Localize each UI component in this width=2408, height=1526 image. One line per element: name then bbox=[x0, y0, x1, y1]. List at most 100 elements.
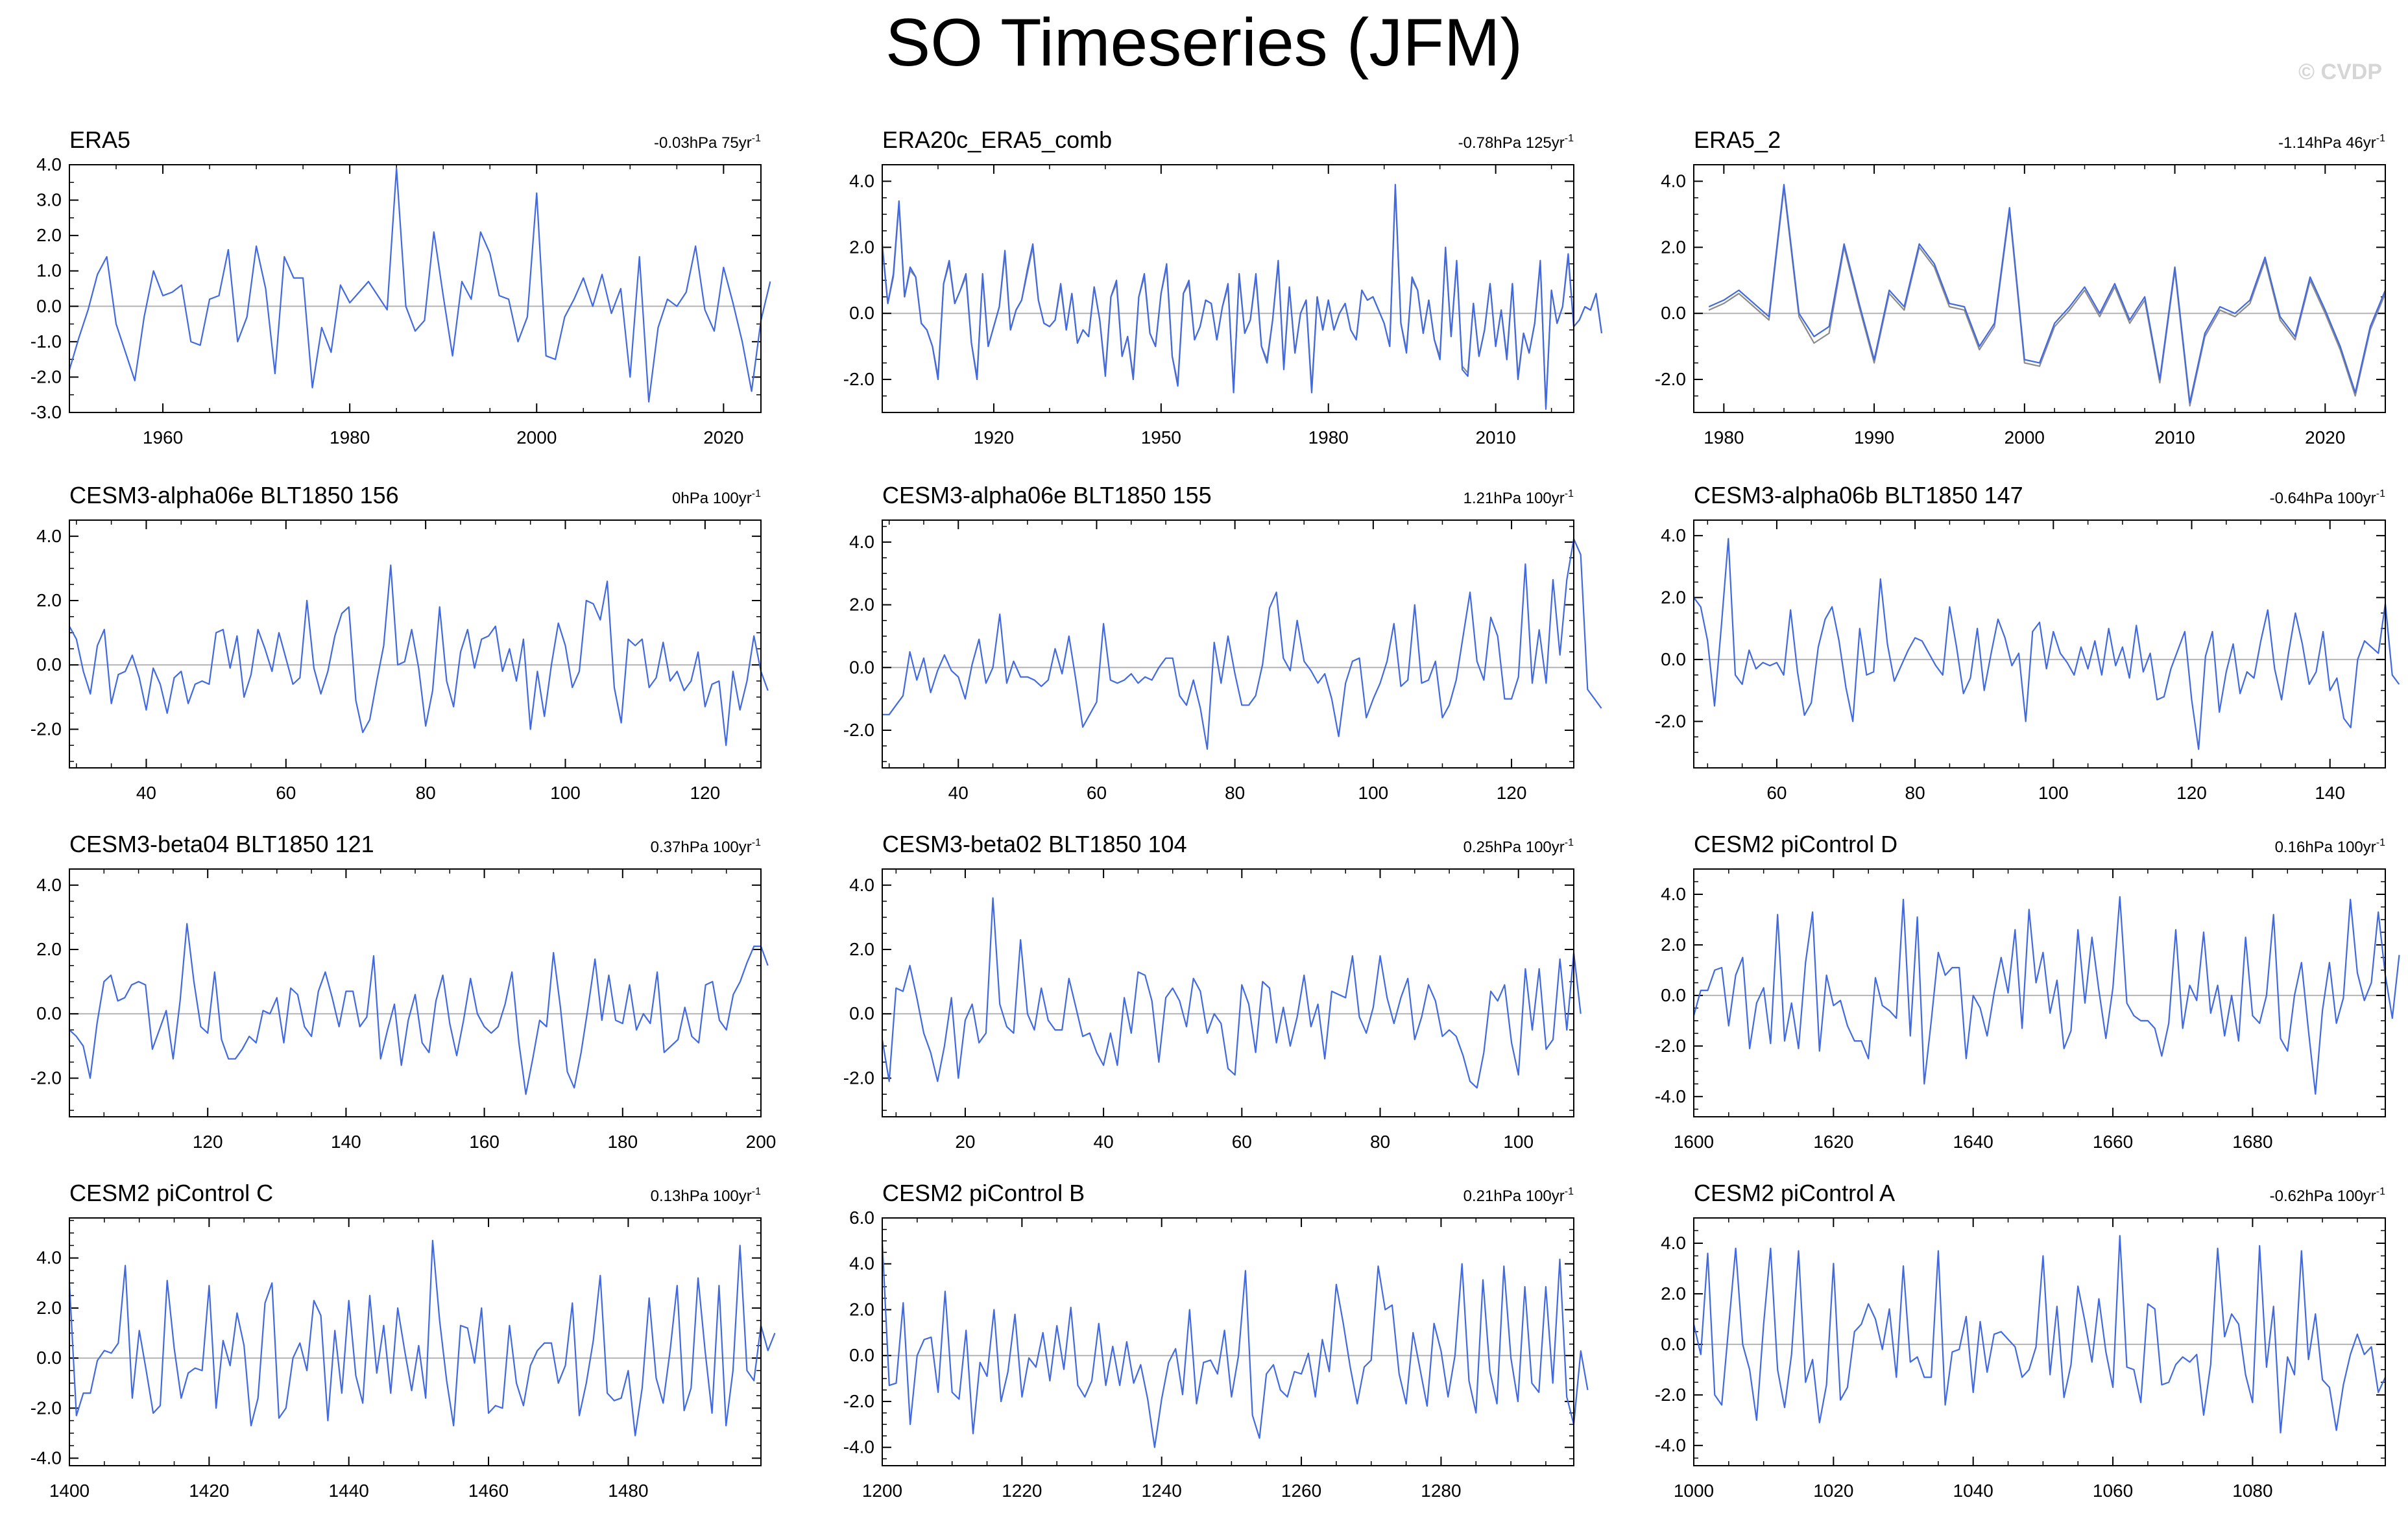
panel-title: ERA5 bbox=[69, 126, 130, 153]
panel-3: ERA5_2 -1.14hPa 46yr-1 1980 1990 2000 2010 202… bbox=[1655, 126, 2387, 447]
x-tick-label: 60 bbox=[1087, 783, 1107, 803]
y-tick-label: 0.0 bbox=[1661, 649, 1686, 669]
x-tick-label: 80 bbox=[1225, 783, 1245, 803]
plot-frame bbox=[1693, 868, 2386, 1117]
series-line bbox=[68, 1239, 776, 1437]
y-tick-label: 0.0 bbox=[849, 1003, 874, 1023]
panel-title: CESM3-beta04 BLT1850 121 bbox=[69, 831, 374, 857]
y-tick-label: 4.0 bbox=[849, 875, 874, 895]
y-tick-label: 2.0 bbox=[1661, 935, 1686, 955]
x-tick-label: 140 bbox=[2315, 783, 2345, 803]
panel-title: CESM3-alpha06e BLT1850 156 bbox=[69, 482, 399, 508]
x-tick-label: 1420 bbox=[189, 1481, 229, 1501]
x-tick-label: 1440 bbox=[329, 1481, 369, 1501]
trend-label: -0.78hPa 125yr-1 bbox=[1458, 133, 1574, 152]
y-tick-label: -1.0 bbox=[30, 331, 62, 352]
y-tick-label: 1.0 bbox=[36, 261, 62, 281]
series-line bbox=[1692, 1235, 2386, 1434]
x-tick-label: 100 bbox=[1503, 1132, 1534, 1152]
panel-title: CESM3-beta02 BLT1850 104 bbox=[882, 831, 1187, 857]
y-tick-label: -2.0 bbox=[1655, 1036, 1686, 1056]
trend-label: 0.16hPa 100yr-1 bbox=[2275, 837, 2385, 856]
panel-6: CESM3-alpha06b BLT1850 147 -0.64hPa 100yr… bbox=[1655, 482, 2400, 803]
x-tick-label: 1400 bbox=[49, 1481, 90, 1501]
x-tick-label: 2020 bbox=[2305, 427, 2345, 447]
y-tick-label: -2.0 bbox=[843, 369, 874, 389]
panel-7: CESM3-beta04 BLT1850 121 0.37hPa 100yr-1 1… bbox=[30, 831, 777, 1152]
series-line bbox=[68, 167, 771, 403]
panel-4: CESM3-alpha06e BLT1850 156 0hPa 100yr-1 40… bbox=[30, 482, 769, 803]
x-tick-label: 1980 bbox=[1704, 427, 1744, 447]
x-tick-label: 40 bbox=[136, 783, 156, 803]
y-tick-label: 0.0 bbox=[1661, 303, 1686, 323]
x-tick-label: 1280 bbox=[1421, 1481, 1461, 1501]
trend-label: 0.37hPa 100yr-1 bbox=[651, 837, 761, 856]
x-tick-label: 1460 bbox=[468, 1481, 509, 1501]
y-tick-label: -2.0 bbox=[1655, 1385, 1686, 1405]
y-tick-label: -4.0 bbox=[1655, 1435, 1686, 1455]
x-tick-label: 1980 bbox=[1308, 427, 1349, 447]
plot-frame bbox=[882, 868, 1574, 1117]
y-tick-label: -2.0 bbox=[843, 1067, 874, 1088]
y-tick-label: -4.0 bbox=[30, 1448, 62, 1468]
series-line bbox=[1693, 538, 2400, 750]
plot-frame bbox=[1693, 519, 2386, 769]
y-tick-label: 4.0 bbox=[36, 154, 62, 174]
y-tick-label: 3.0 bbox=[36, 190, 62, 210]
x-tick-label: 100 bbox=[550, 783, 581, 803]
y-tick-label: 0.0 bbox=[36, 654, 62, 674]
y-tick-label: 4.0 bbox=[1661, 1233, 1686, 1253]
trend-label: 0.25hPa 100yr-1 bbox=[1463, 837, 1574, 856]
y-tick-label: 2.0 bbox=[1661, 237, 1686, 257]
y-tick-label: -2.0 bbox=[843, 1391, 874, 1411]
page-title: SO Timeseries (JFM) bbox=[885, 5, 1523, 80]
x-tick-label: 120 bbox=[2176, 783, 2207, 803]
y-tick-label: 4.0 bbox=[1661, 525, 1686, 545]
panel-5: CESM3-alpha06e BLT1850 155 1.21hPa 100yr-… bbox=[843, 482, 1602, 803]
y-tick-label: 4.0 bbox=[849, 1254, 874, 1274]
y-tick-label: 0.0 bbox=[36, 1348, 62, 1368]
x-tick-label: 60 bbox=[1232, 1132, 1252, 1152]
y-tick-label: -3.0 bbox=[30, 402, 62, 422]
panel-12: CESM2 piControl A -0.62hPa 100yr-1 1000 102… bbox=[1655, 1180, 2386, 1501]
x-tick-label: 60 bbox=[276, 783, 296, 803]
y-tick-label: 2.0 bbox=[849, 939, 874, 959]
y-tick-label: 0.0 bbox=[36, 1003, 62, 1023]
y-tick-label: -2.0 bbox=[30, 1067, 62, 1088]
series-line bbox=[1692, 896, 2400, 1095]
plot-frame bbox=[69, 519, 762, 769]
series-line bbox=[882, 538, 1602, 750]
x-tick-label: 1220 bbox=[1002, 1481, 1042, 1501]
x-tick-label: 120 bbox=[1497, 783, 1527, 803]
x-tick-label: 80 bbox=[416, 783, 436, 803]
x-tick-label: 180 bbox=[607, 1132, 638, 1152]
panel-10: CESM2 piControl C 0.13hPa 100yr-1 1400 1420… bbox=[30, 1180, 776, 1501]
x-tick-label: 120 bbox=[690, 783, 720, 803]
x-tick-label: 100 bbox=[1358, 783, 1389, 803]
series-line bbox=[69, 923, 769, 1095]
x-tick-label: 1950 bbox=[1141, 427, 1181, 447]
x-tick-label: 2010 bbox=[1475, 427, 1515, 447]
y-tick-label: 2.0 bbox=[849, 237, 874, 257]
x-tick-label: 1080 bbox=[2232, 1481, 2272, 1501]
x-tick-label: 1660 bbox=[2093, 1132, 2133, 1152]
series-line bbox=[69, 564, 769, 746]
y-tick-label: 4.0 bbox=[1661, 884, 1686, 904]
series-line bbox=[881, 897, 1582, 1089]
x-tick-label: 1640 bbox=[1953, 1132, 1993, 1152]
x-tick-label: 80 bbox=[1370, 1132, 1390, 1152]
x-tick-label: 1200 bbox=[862, 1481, 902, 1501]
series-line bbox=[1708, 184, 2387, 403]
trend-label: -0.03hPa 75yr-1 bbox=[654, 133, 761, 152]
x-tick-label: 100 bbox=[2038, 783, 2069, 803]
x-tick-label: 1620 bbox=[1813, 1132, 1853, 1152]
y-tick-label: -2.0 bbox=[843, 720, 874, 740]
trend-label: 1.21hPa 100yr-1 bbox=[1463, 488, 1574, 507]
series-line bbox=[1708, 187, 2387, 407]
y-tick-label: 2.0 bbox=[1661, 1283, 1686, 1304]
x-tick-label: 80 bbox=[1905, 783, 1925, 803]
x-tick-label: 60 bbox=[1766, 783, 1787, 803]
x-tick-label: 1920 bbox=[974, 427, 1014, 447]
y-tick-label: 2.0 bbox=[36, 939, 62, 959]
